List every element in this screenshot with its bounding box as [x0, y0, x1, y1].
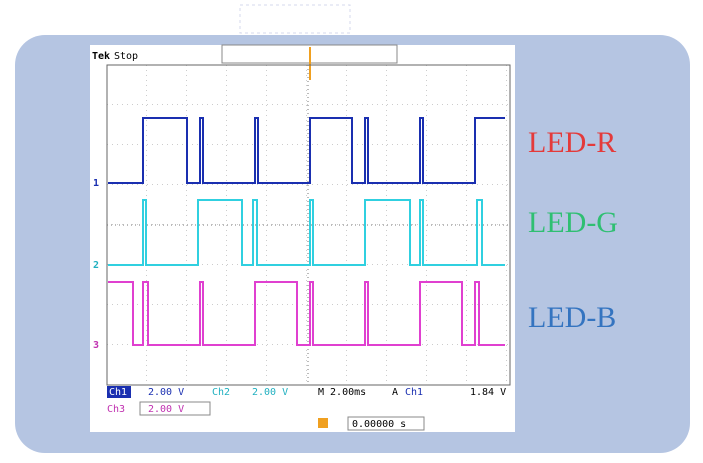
trigger-source: Ch1	[405, 387, 423, 398]
position-icon	[318, 418, 328, 428]
led-label: LED-G	[528, 206, 618, 239]
brand: Tek	[92, 51, 110, 62]
timebase: M 2.00ms	[318, 387, 366, 398]
position: 0.00000 s	[352, 419, 406, 430]
channel-marker: 2	[93, 260, 99, 271]
ch3-name: Ch3	[107, 404, 125, 415]
channel-marker: 1	[93, 178, 99, 189]
ch1-scale: 2.00 V	[148, 387, 184, 398]
led-label: LED-B	[528, 301, 616, 334]
status: Stop	[114, 51, 138, 62]
ch2-scale: 2.00 V	[252, 387, 288, 398]
trigger-mode: A	[392, 387, 398, 398]
led-label: LED-R	[528, 126, 616, 159]
watermark	[240, 5, 350, 33]
trigger-level: 1.84 V	[470, 387, 506, 398]
ch1-name: Ch1	[109, 387, 127, 398]
screenshot: Tek Stop 1 2 3 LED-R LED-G LED-B Ch1 2.0…	[0, 0, 703, 459]
channel-marker: 3	[93, 340, 99, 351]
page: {"header": {"brand": "Tek", "status": "S…	[0, 0, 703, 459]
ch3-scale: 2.00 V	[148, 404, 184, 415]
ch2-name: Ch2	[212, 387, 230, 398]
